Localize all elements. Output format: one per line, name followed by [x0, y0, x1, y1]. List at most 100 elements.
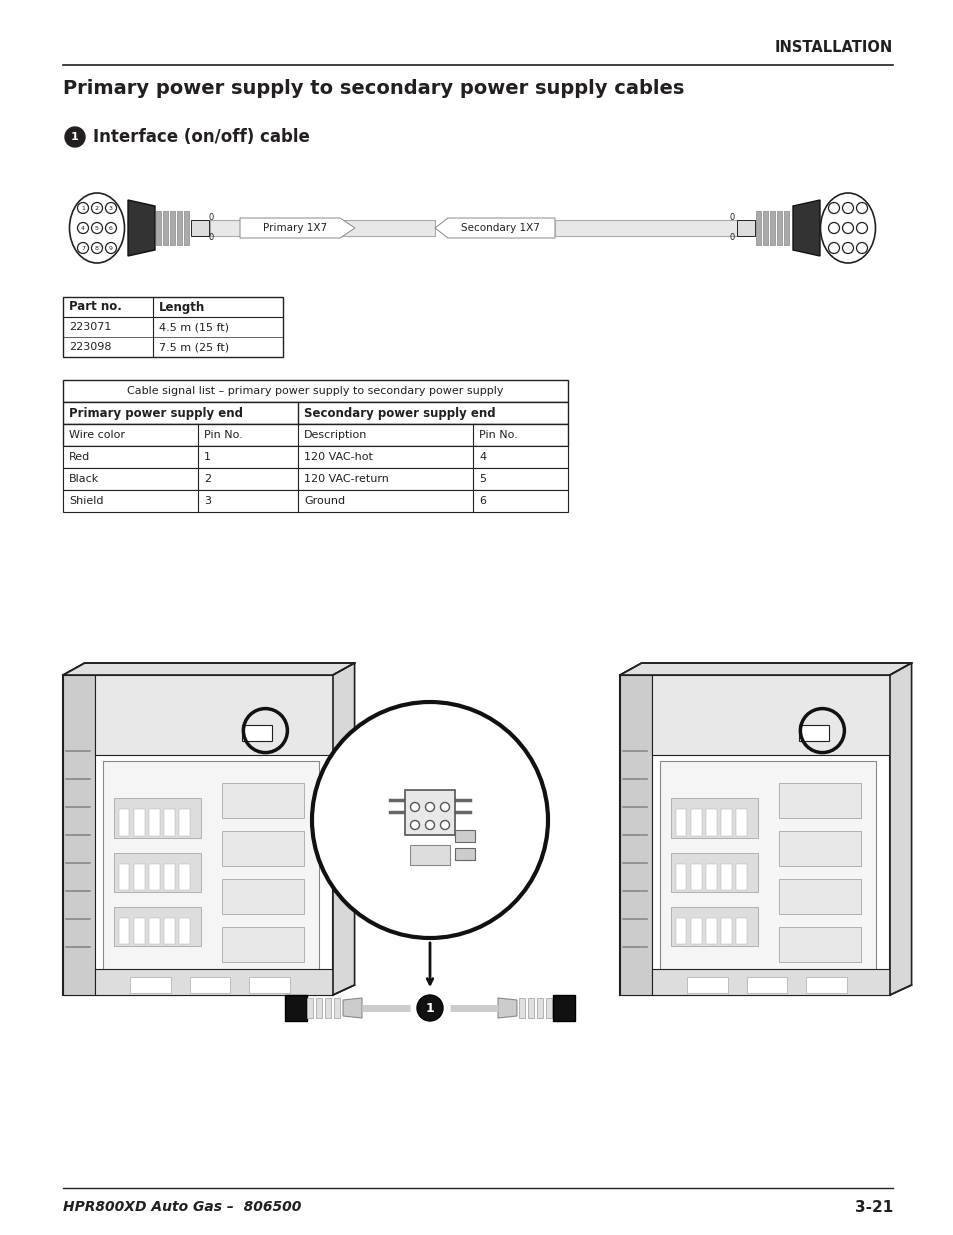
Ellipse shape [820, 193, 875, 263]
Text: 1: 1 [204, 452, 211, 462]
Bar [736, 919, 746, 945]
Bar [325, 998, 331, 1018]
Bar [114, 908, 200, 946]
Text: 6: 6 [109, 226, 112, 231]
Bar [799, 725, 828, 741]
Bar [63, 296, 283, 357]
Bar [455, 830, 475, 842]
Bar [95, 969, 333, 995]
Bar [179, 809, 190, 836]
Bar [133, 919, 145, 945]
Bar [619, 676, 652, 995]
Circle shape [827, 203, 839, 214]
Circle shape [91, 203, 102, 214]
Bar [783, 211, 788, 245]
Polygon shape [497, 998, 517, 1018]
Text: Part no.: Part no. [69, 300, 122, 314]
Bar [405, 790, 455, 835]
Text: 3: 3 [204, 496, 211, 506]
Bar [149, 809, 159, 836]
Text: 9: 9 [109, 246, 112, 251]
Bar [222, 926, 304, 962]
Bar [518, 998, 524, 1018]
Polygon shape [333, 663, 355, 995]
Circle shape [827, 222, 839, 233]
Bar [545, 998, 552, 1018]
Circle shape [91, 222, 102, 233]
Circle shape [410, 803, 419, 811]
Circle shape [77, 242, 89, 253]
Bar [720, 809, 731, 836]
Circle shape [91, 242, 102, 253]
FancyArrow shape [210, 220, 435, 236]
Text: INSTALLATION: INSTALLATION [774, 40, 892, 56]
Bar [190, 977, 231, 993]
Text: Black: Black [69, 474, 99, 484]
Text: Length: Length [159, 300, 205, 314]
Circle shape [841, 242, 853, 253]
Text: 0: 0 [729, 214, 734, 222]
Text: 1: 1 [81, 205, 85, 210]
Text: Ground: Ground [304, 496, 345, 506]
Circle shape [312, 701, 547, 939]
Bar [307, 998, 313, 1018]
Text: 0: 0 [729, 233, 734, 242]
Bar [285, 995, 307, 1021]
Text: Description: Description [304, 430, 367, 440]
Bar [156, 211, 161, 245]
Polygon shape [128, 200, 154, 256]
Bar [410, 845, 450, 864]
Bar [114, 853, 200, 892]
Bar [63, 676, 95, 995]
Text: Primary 1X7: Primary 1X7 [263, 224, 327, 233]
Polygon shape [240, 219, 355, 238]
Text: 1: 1 [425, 1002, 434, 1014]
Polygon shape [619, 663, 911, 676]
Bar [537, 998, 542, 1018]
Bar [222, 783, 304, 818]
Text: 120 VAC-hot: 120 VAC-hot [304, 452, 373, 462]
Bar [769, 211, 774, 245]
Bar [755, 211, 760, 245]
Bar [133, 863, 145, 890]
Circle shape [856, 203, 866, 214]
Circle shape [841, 203, 853, 214]
Text: Interface (on/off) cable: Interface (on/off) cable [92, 128, 310, 146]
Circle shape [856, 242, 866, 253]
Bar [63, 446, 567, 468]
Text: 223098: 223098 [69, 342, 112, 352]
Bar [63, 380, 567, 403]
Circle shape [65, 127, 85, 147]
Bar [690, 919, 700, 945]
Bar [553, 995, 575, 1021]
Bar [720, 863, 731, 890]
Bar [63, 468, 567, 490]
Bar [720, 919, 731, 945]
Text: 223071: 223071 [69, 322, 112, 332]
Ellipse shape [70, 193, 125, 263]
Text: Secondary 1X7: Secondary 1X7 [460, 224, 538, 233]
Text: 0: 0 [209, 214, 214, 222]
Bar [222, 831, 304, 866]
Text: 120 VAC-return: 120 VAC-return [304, 474, 389, 484]
Circle shape [856, 222, 866, 233]
Circle shape [106, 222, 116, 233]
Bar [671, 798, 757, 837]
Bar [659, 762, 876, 979]
Bar [737, 220, 754, 236]
Text: 2: 2 [95, 205, 99, 210]
Bar [170, 211, 174, 245]
Bar [687, 977, 727, 993]
Circle shape [106, 242, 116, 253]
Bar [334, 998, 339, 1018]
Bar [736, 863, 746, 890]
Text: 5: 5 [95, 226, 99, 231]
Bar [149, 863, 159, 890]
Circle shape [841, 222, 853, 233]
Text: Shield: Shield [69, 496, 103, 506]
Bar [63, 424, 567, 446]
Bar [177, 211, 182, 245]
Bar [619, 676, 889, 995]
Polygon shape [792, 200, 820, 256]
Text: 3: 3 [109, 205, 112, 210]
